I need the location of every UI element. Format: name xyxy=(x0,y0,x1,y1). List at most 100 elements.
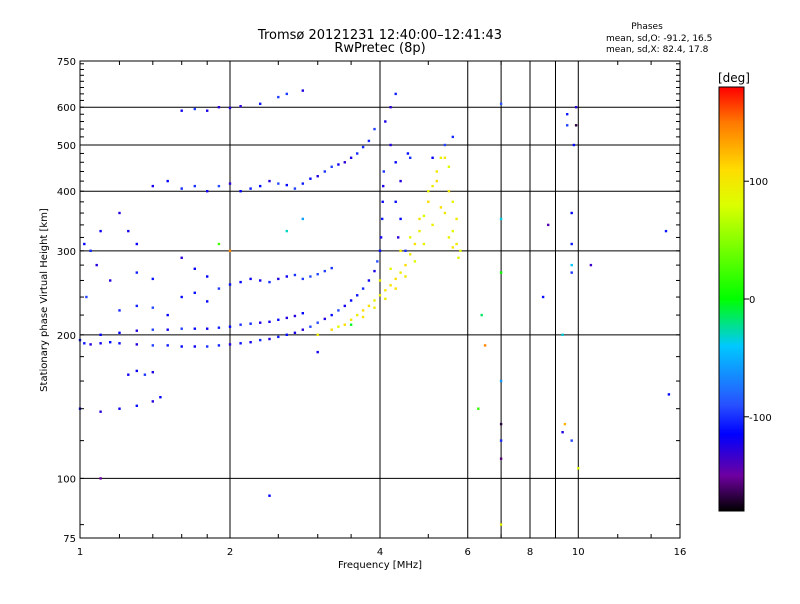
data-point xyxy=(447,236,451,239)
data-point xyxy=(373,269,376,273)
data-point xyxy=(99,477,102,480)
data-point xyxy=(135,271,138,274)
data-point xyxy=(89,249,92,252)
data-point xyxy=(85,295,88,299)
data-point xyxy=(151,400,154,403)
data-point xyxy=(451,229,454,233)
data-point xyxy=(431,156,434,159)
y-tick-label: 500 xyxy=(57,141,76,152)
data-point xyxy=(413,242,417,246)
data-point xyxy=(389,267,392,270)
data-point xyxy=(376,260,379,263)
colorbar xyxy=(718,86,745,512)
data-point xyxy=(451,135,454,139)
data-point xyxy=(566,124,569,127)
data-points xyxy=(78,89,671,526)
data-point xyxy=(349,156,353,159)
data-point xyxy=(99,333,102,336)
data-point xyxy=(570,242,573,246)
data-point xyxy=(316,175,319,178)
data-point xyxy=(399,249,402,252)
data-point xyxy=(427,190,430,193)
data-point xyxy=(361,309,365,312)
data-point xyxy=(135,369,138,373)
data-point xyxy=(399,217,402,221)
data-point xyxy=(499,457,503,460)
data-point xyxy=(193,184,196,188)
data-point xyxy=(427,200,430,203)
data-point xyxy=(323,269,326,273)
data-point xyxy=(217,106,221,109)
data-point xyxy=(457,256,460,259)
data-point xyxy=(285,275,288,278)
data-point xyxy=(397,236,400,239)
data-point xyxy=(367,139,371,143)
data-point xyxy=(443,143,447,147)
data-point xyxy=(109,279,112,282)
data-point xyxy=(577,467,580,470)
data-point xyxy=(180,295,183,299)
data-point xyxy=(166,328,169,331)
data-point xyxy=(323,317,326,321)
data-point xyxy=(301,217,304,221)
data-point xyxy=(378,279,382,282)
data-point xyxy=(135,343,138,346)
data-point xyxy=(378,249,382,252)
data-point xyxy=(664,229,668,233)
data-point xyxy=(337,325,340,328)
data-point xyxy=(451,246,454,249)
data-point xyxy=(206,300,209,303)
data-point xyxy=(206,345,209,348)
data-point xyxy=(435,179,438,183)
data-point xyxy=(499,217,503,221)
data-point xyxy=(239,323,242,326)
x-tick-label: 8 xyxy=(527,547,533,558)
data-point xyxy=(309,275,312,278)
data-point xyxy=(356,313,359,317)
data-point xyxy=(301,328,304,331)
data-point xyxy=(439,206,443,209)
data-point xyxy=(309,177,312,180)
data-point xyxy=(384,297,387,300)
data-point xyxy=(217,287,221,290)
data-point xyxy=(356,294,359,297)
data-point xyxy=(451,200,454,203)
data-point xyxy=(418,217,421,221)
data-point xyxy=(330,165,333,168)
data-point xyxy=(389,106,392,109)
data-point xyxy=(109,341,112,344)
data-point xyxy=(409,253,412,256)
y-tick-label: 75 xyxy=(63,534,76,545)
data-point xyxy=(259,321,262,324)
data-point xyxy=(249,277,252,281)
data-point xyxy=(574,106,578,109)
data-point xyxy=(499,422,503,426)
data-point xyxy=(435,170,438,173)
data-point xyxy=(349,323,353,326)
data-point xyxy=(193,327,196,330)
data-point xyxy=(541,295,545,299)
data-point xyxy=(499,271,503,274)
data-point xyxy=(217,326,221,329)
data-point xyxy=(480,313,483,317)
data-point xyxy=(572,143,576,147)
data-point xyxy=(413,260,417,263)
data-point xyxy=(180,109,183,112)
data-point xyxy=(361,287,365,290)
data-point xyxy=(217,242,221,246)
data-point xyxy=(301,277,304,281)
data-point xyxy=(381,200,384,203)
data-point xyxy=(330,266,333,270)
colorbar-tick-label: 100 xyxy=(749,177,768,188)
data-point xyxy=(301,312,304,315)
plot-frame xyxy=(79,60,681,539)
data-point xyxy=(239,280,242,284)
stats-heading: Phases xyxy=(631,22,663,32)
data-point xyxy=(285,316,288,320)
data-point xyxy=(343,304,346,308)
data-point xyxy=(293,187,297,190)
data-point xyxy=(268,494,271,497)
data-point xyxy=(277,335,280,339)
data-point xyxy=(249,187,252,190)
data-point xyxy=(193,107,196,111)
